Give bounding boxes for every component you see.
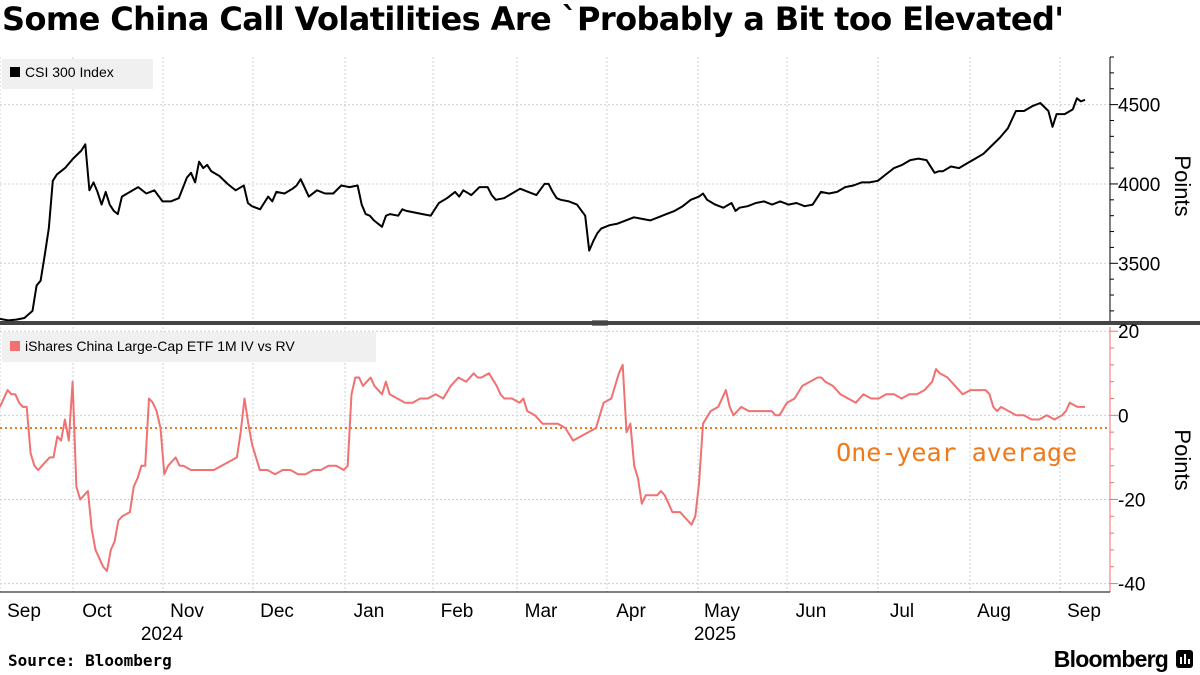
x-tick-label: Jun [796,601,827,622]
bloomberg-mark-icon [1176,650,1193,668]
x-tick-label: Apr [616,601,646,622]
x-tick-label: Mar [525,601,558,622]
bottom-panel-legend: iShares China Large-Cap ETF 1M IV vs RV [2,332,376,362]
x-axis-year-label: 2024 [141,624,184,645]
x-tick-label: Nov [170,601,204,622]
x-tick-label: Oct [82,601,112,622]
legend-box [2,59,153,89]
legend-label: iShares China Large-Cap ETF 1M IV vs RV [25,338,295,354]
top-panel: CSI 300 Index 3500 4000 4500 Points [0,56,1195,322]
legend-swatch [10,67,20,77]
legend-box [2,332,376,362]
bloomberg-logo: Bloomberg [1053,646,1169,672]
x-tick-label: Sep [1067,601,1101,622]
legend-label: CSI 300 Index [25,64,114,80]
x-axis-month-labels: Sep Oct Nov Dec Jan Feb Mar Apr May Jun Jul Aug Sep [7,601,1101,622]
top-panel-y-axis-label: Points [1170,155,1195,216]
x-tick-label: Feb [441,601,474,622]
source-note: Source: Bloomberg [8,651,172,670]
top-panel-legend: CSI 300 Index [2,59,153,89]
bottom-panel-y-axis-label: Points [1170,429,1195,490]
x-tick-label: Aug [977,601,1011,622]
divider-bar [0,321,1200,325]
x-tick-label: May [704,601,740,622]
panel-divider [0,320,1200,326]
y-tick-label: -20 [1118,490,1145,511]
y-tick-label: -40 [1118,575,1145,596]
top-panel-gridlines [0,57,1110,322]
csi-300-index-line [0,97,1086,322]
x-tick-label: Sep [7,601,41,622]
x-axis-year-label: 2025 [694,624,736,645]
x-axis: Sep Oct Nov Dec Jan Feb Mar Apr May Jun Jul Aug Sep … [0,591,1110,645]
chart-title: Some China Call Volatilities Are `Probab… [2,0,1064,38]
y-tick-label: 4000 [1118,175,1160,196]
y-tick-label: 0 [1118,406,1129,427]
y-tick-label: 3500 [1118,254,1160,275]
bottom-panel-y-ticks: -40 -20 0 20 [1110,322,1145,596]
legend-swatch [10,341,20,351]
iv-vs-rv-line [0,363,1085,572]
y-tick-label: 4500 [1118,96,1160,117]
x-tick-label: Dec [260,601,294,622]
top-panel-y-ticks: 3500 4000 4500 [1110,56,1160,312]
y-tick-label: 20 [1118,322,1139,343]
x-tick-label: Jul [890,601,914,622]
one-year-average-label: One-year average [836,438,1077,467]
divider-grip [592,320,608,321]
x-tick-label: Jan [354,601,385,622]
bottom-panel: iShares China Large-Cap ETF 1M IV vs RV … [0,322,1195,596]
divider-grip [592,325,608,326]
bottom-panel-gridlines [0,327,1110,592]
